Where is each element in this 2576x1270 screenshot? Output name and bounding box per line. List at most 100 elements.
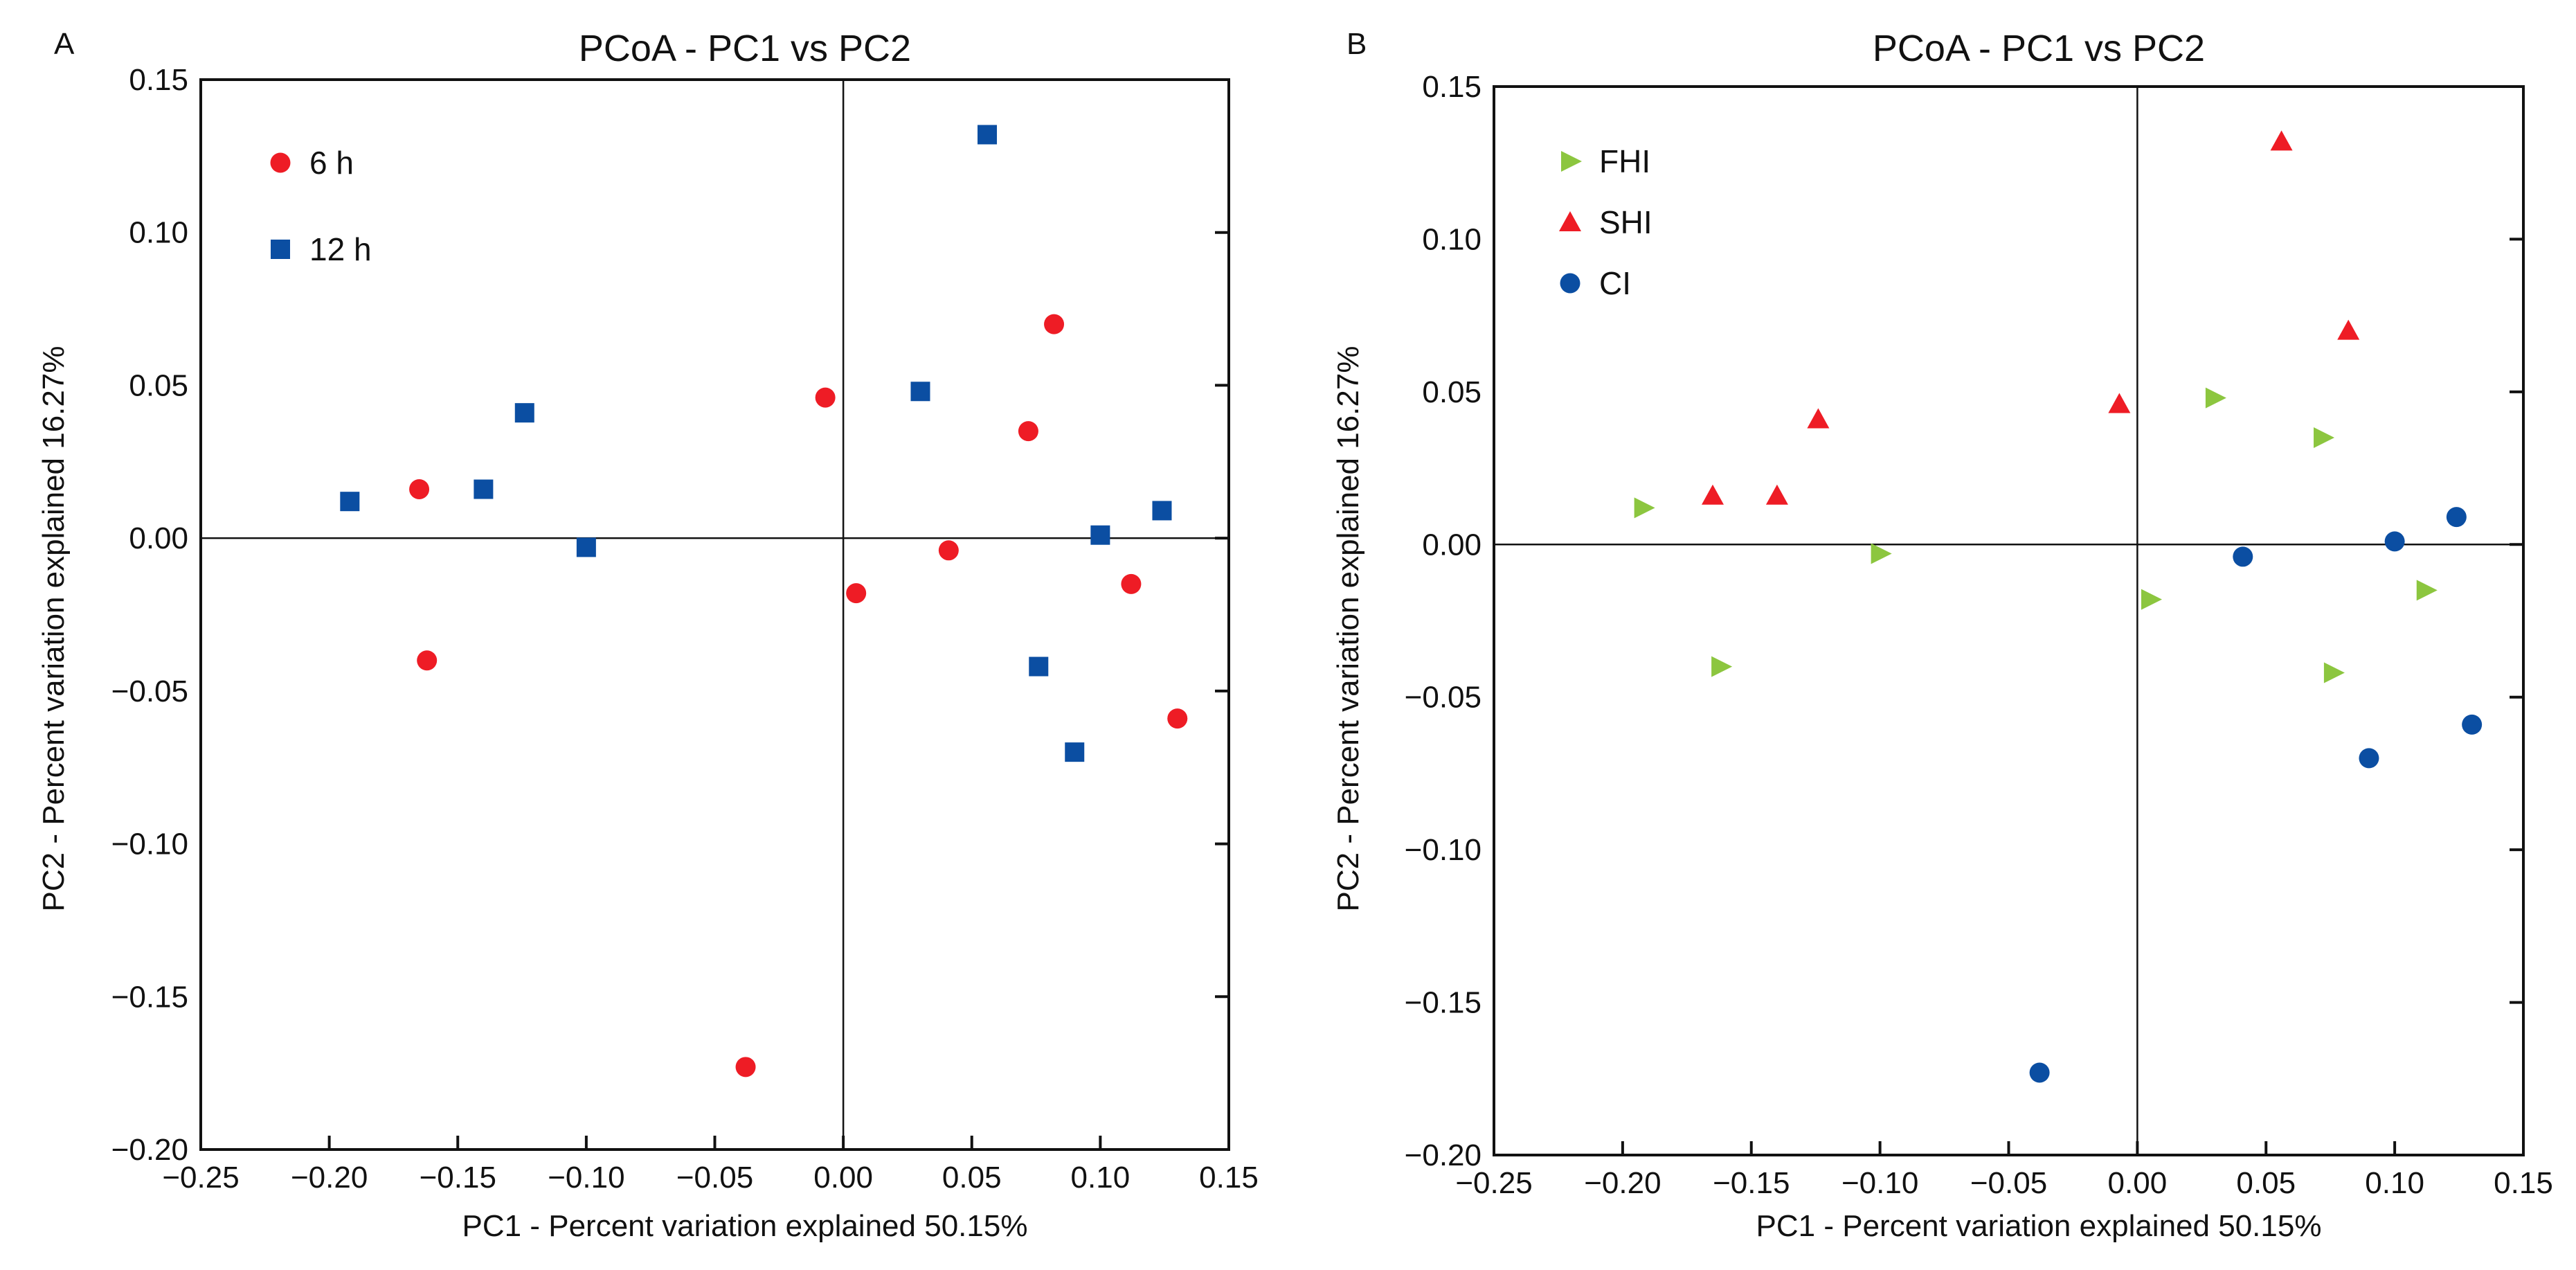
legend-marker-shi — [1559, 211, 1581, 231]
panel-a-x-axis-label: PC1 - Percent variation explained 50.15% — [462, 1209, 1028, 1243]
panel-b-point-shi — [2270, 130, 2293, 151]
panel-b-y-tick-label: −0.15 — [1405, 986, 1481, 1020]
panel-letter-a: A — [54, 27, 75, 61]
panel-b-x-tick-label: −0.15 — [1713, 1166, 1790, 1200]
legend-label-12h: 12 h — [309, 231, 372, 267]
panel-a-x-tick-label: −0.15 — [420, 1161, 496, 1195]
panel-a-point-12h — [978, 125, 998, 145]
panel-a-x-tick-label: −0.05 — [676, 1161, 753, 1195]
panel-b-point-ci — [2233, 546, 2253, 567]
panel-b-point-ci — [2462, 714, 2483, 735]
panel-a-point-12h — [340, 492, 360, 512]
panel-b-point-fhi — [1711, 656, 1733, 677]
panel-a-point-6h — [815, 387, 836, 408]
legend-label-shi: SHI — [1599, 204, 1652, 240]
panel-b-x-tick-label: 0.15 — [2494, 1166, 2553, 1200]
panel-b-point-shi — [2337, 319, 2360, 340]
legend-label-ci: CI — [1599, 265, 1631, 301]
legend-label-6h: 6 h — [309, 145, 354, 181]
panel-a-point-6h — [1018, 421, 1038, 442]
panel-a-point-6h — [735, 1057, 756, 1077]
panel-b-y-tick-label: −0.05 — [1405, 681, 1481, 715]
panel-a-y-tick-label: −0.05 — [111, 674, 188, 708]
panel-b-x-tick-label: −0.05 — [1970, 1166, 2047, 1200]
panel-b: B PCoA - PC1 vs PC2 PC1 - Percent variat… — [1331, 27, 2553, 1243]
panel-b-y-tick-label: 0.05 — [1422, 375, 1481, 409]
panel-b-y-tick-label: 0.15 — [1422, 70, 1481, 104]
panel-a-point-6h — [409, 479, 430, 500]
panel-b-x-tick-label: −0.10 — [1841, 1166, 1918, 1200]
panel-b-point-fhi — [2314, 427, 2335, 448]
panel-b-y-tick-label: −0.20 — [1405, 1138, 1481, 1172]
panel-b-title: PCoA - PC1 vs PC2 — [1873, 28, 2205, 69]
panel-b-y-axis-label: PC2 - Percent variation explained 16.27% — [1331, 346, 1365, 912]
panel-a-point-12h — [910, 382, 930, 402]
panel-a-point-12h — [576, 537, 596, 557]
panel-a-y-tick-label: 0.10 — [129, 216, 188, 250]
panel-a: A PCoA - PC1 vs PC2 PC1 - Percent variat… — [37, 27, 1259, 1243]
legend-marker-6h — [270, 152, 291, 173]
legend-marker-ci — [1560, 273, 1580, 294]
panel-b-legend: FHI SHI CI — [1559, 143, 1652, 301]
panel-b-x-tick-label: 0.05 — [2236, 1166, 2296, 1200]
panel-b-point-ci — [2446, 507, 2467, 528]
panel-b-plot-area: −0.25 −0.20 −0.15 −0.10 −0.05 0.00 0.05 0.10 0.1… — [1405, 70, 2553, 1200]
panel-b-y-tick-label: 0.10 — [1422, 222, 1481, 256]
panel-b-y-tick-label: −0.10 — [1405, 833, 1481, 867]
panel-b-point-fhi — [1871, 543, 1892, 564]
panel-a-x-tick-label: −0.20 — [291, 1161, 368, 1195]
panel-b-point-ci — [2384, 531, 2405, 552]
panel-b-point-shi — [1701, 484, 1724, 505]
panel-a-point-6h — [1167, 708, 1188, 729]
panel-b-point-fhi — [2416, 580, 2438, 601]
panel-b-x-tick-label: 0.00 — [2108, 1166, 2168, 1200]
panel-b-x-axis-label: PC1 - Percent variation explained 50.15% — [1756, 1209, 2322, 1243]
panel-a-plot-area: −0.25 −0.20 −0.15 −0.10 −0.05 0.00 0.05 0.10 0.1… — [111, 63, 1259, 1195]
panel-a-point-12h — [514, 403, 534, 423]
panel-b-x-tick-label: −0.25 — [1455, 1166, 1532, 1200]
panel-b-point-shi — [1807, 408, 1830, 429]
panel-a-x-tick-label: 0.10 — [1071, 1161, 1131, 1195]
panel-a-point-6h — [938, 540, 959, 561]
panel-a-x-tick-label: −0.10 — [548, 1161, 624, 1195]
panel-a-x-tick-label: 0.05 — [942, 1161, 1002, 1195]
panel-b-point-fhi — [2205, 387, 2226, 409]
panel-a-y-tick-label: 0.05 — [129, 368, 188, 402]
panel-a-title: PCoA - PC1 vs PC2 — [579, 28, 911, 69]
panel-b-x-tick-label: 0.10 — [2365, 1166, 2424, 1200]
panel-b-plot-frame — [1493, 85, 2525, 1156]
panel-a-point-12h — [1090, 525, 1110, 545]
panel-a-y-tick-label: 0.00 — [129, 521, 188, 555]
panel-b-y-tick-label: 0.00 — [1422, 528, 1481, 562]
panel-a-point-6h — [1044, 314, 1065, 334]
panel-a-y-tick-label: 0.15 — [129, 63, 188, 97]
panel-a-x-tick-label: −0.25 — [162, 1161, 239, 1195]
panel-a-y-tick-label: −0.10 — [111, 828, 188, 861]
panel-b-point-ci — [2029, 1062, 2050, 1083]
panel-a-y-tick-label: −0.15 — [111, 980, 188, 1014]
legend-label-fhi: FHI — [1599, 143, 1650, 179]
panel-a-x-tick-label: 0.00 — [813, 1161, 873, 1195]
panel-b-point-fhi — [1634, 497, 1655, 519]
legend-marker-fhi — [1561, 151, 1582, 172]
panel-a-x-tick-label: 0.15 — [1199, 1161, 1259, 1195]
panel-letter-b: B — [1346, 27, 1367, 61]
legend-marker-12h — [271, 240, 290, 259]
panel-a-point-12h — [1065, 742, 1085, 762]
panel-a-point-12h — [1029, 656, 1049, 677]
panel-a-y-tick-label: −0.20 — [111, 1133, 188, 1167]
panel-b-point-fhi — [2323, 662, 2345, 683]
panel-a-y-axis-label: PC2 - Percent variation explained 16.27% — [37, 346, 71, 912]
panel-a-point-6h — [417, 650, 438, 671]
panel-a-legend: 6 h 12 h — [270, 145, 372, 267]
panel-b-point-shi — [2108, 393, 2131, 413]
panel-a-point-6h — [846, 583, 867, 604]
panel-a-point-12h — [1152, 501, 1172, 521]
panel-a-point-6h — [1121, 573, 1142, 594]
panel-b-point-ci — [2359, 748, 2379, 769]
panel-a-point-12h — [474, 479, 494, 499]
panel-b-point-shi — [1765, 484, 1788, 505]
panel-b-point-fhi — [2141, 589, 2162, 610]
